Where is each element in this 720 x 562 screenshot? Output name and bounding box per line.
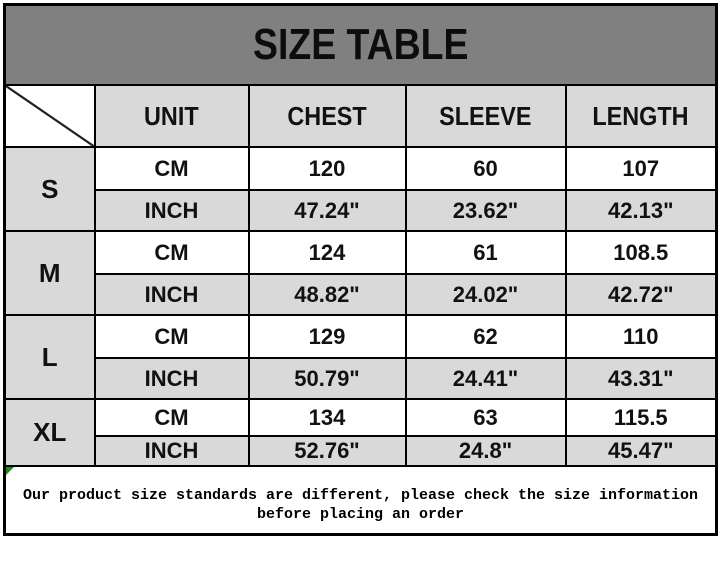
value-l-length-inch: 43.31"	[564, 357, 718, 400]
unit-label-inch: INCH	[93, 357, 250, 400]
unit-label-inch: INCH	[93, 189, 250, 232]
value-m-length-cm: 108.5	[564, 230, 718, 275]
header-row: UNIT CHEST SLEEVE LENGTH	[3, 84, 718, 148]
unit-label-cm: CM	[93, 314, 250, 359]
title-cell: SIZE TABLE	[3, 3, 718, 86]
unit-label-cm: CM	[93, 398, 250, 437]
table-row-s-inch: INCH 47.24" 23.62" 42.13"	[5, 189, 718, 232]
size-label-m: M	[3, 230, 96, 316]
value-m-chest-inch: 48.82"	[247, 273, 407, 316]
corner-cell	[3, 84, 96, 148]
value-m-sleeve-cm: 61	[404, 230, 567, 275]
value-xl-chest-inch: 52.76"	[247, 435, 407, 467]
value-xl-sleeve-cm: 63	[404, 398, 567, 437]
size-table: SIZE TABLE UNIT CHEST SLEEVE LENGTH S CM…	[3, 3, 719, 536]
page-title: SIZE TABLE	[252, 20, 469, 69]
value-xl-chest-cm: 134	[247, 398, 407, 437]
table-row-xl-cm: XL CM 134 63 115.5	[3, 398, 718, 467]
unit-label-cm: CM	[93, 230, 250, 275]
diagonal-line-icon	[6, 86, 94, 146]
unit-label-inch: INCH	[93, 435, 250, 467]
value-xl-sleeve-inch: 24.8"	[404, 435, 567, 467]
size-label-s: S	[3, 146, 96, 232]
value-l-chest-inch: 50.79"	[247, 357, 407, 400]
footer-note-line1: Our product size standards are different…	[22, 486, 699, 504]
size-label-xl: XL	[3, 398, 96, 467]
footer-note-line2: before placing an order	[256, 505, 465, 523]
value-s-chest-cm: 120	[247, 146, 407, 191]
value-l-sleeve-inch: 24.41"	[404, 357, 567, 400]
value-m-length-inch: 42.72"	[564, 273, 718, 316]
column-header-unit: UNIT	[93, 84, 250, 148]
value-s-length-inch: 42.13"	[564, 189, 718, 232]
value-l-sleeve-cm: 62	[404, 314, 567, 359]
table-row-s-cm: S CM 120 60 107	[3, 146, 718, 232]
value-s-sleeve-cm: 60	[404, 146, 567, 191]
value-s-sleeve-inch: 23.62"	[404, 189, 567, 232]
column-header-chest: CHEST	[247, 84, 407, 148]
value-xl-length-inch: 45.47"	[564, 435, 718, 467]
size-label-l: L	[3, 314, 96, 400]
footer-note-cell: Our product size standards are different…	[3, 465, 718, 536]
footer-row: Our product size standards are different…	[3, 465, 718, 536]
unit-label-cm: CM	[93, 146, 250, 191]
column-header-sleeve: SLEEVE	[404, 84, 567, 148]
footer-note: Our product size standards are different…	[7, 477, 715, 524]
value-s-chest-inch: 47.24"	[247, 189, 407, 232]
value-s-length-cm: 107	[564, 146, 718, 191]
table-row-m-cm: M CM 124 61 108.5	[3, 230, 718, 316]
value-m-chest-cm: 124	[247, 230, 407, 275]
title-row: SIZE TABLE	[3, 3, 718, 86]
value-xl-length-cm: 115.5	[564, 398, 718, 437]
table-row-l-cm: L CM 129 62 110	[3, 314, 718, 400]
table-row-xl-inch: INCH 52.76" 24.8" 45.47"	[5, 435, 718, 467]
table-row-l-inch: INCH 50.79" 24.41" 43.31"	[5, 357, 718, 400]
column-header-length: LENGTH	[564, 84, 718, 148]
cell-corner-flag-icon	[6, 467, 14, 475]
table-row-m-inch: INCH 48.82" 24.02" 42.72"	[5, 273, 718, 316]
value-l-chest-cm: 129	[247, 314, 407, 359]
unit-label-inch: INCH	[93, 273, 250, 316]
value-m-sleeve-inch: 24.02"	[404, 273, 567, 316]
value-l-length-cm: 110	[564, 314, 718, 359]
